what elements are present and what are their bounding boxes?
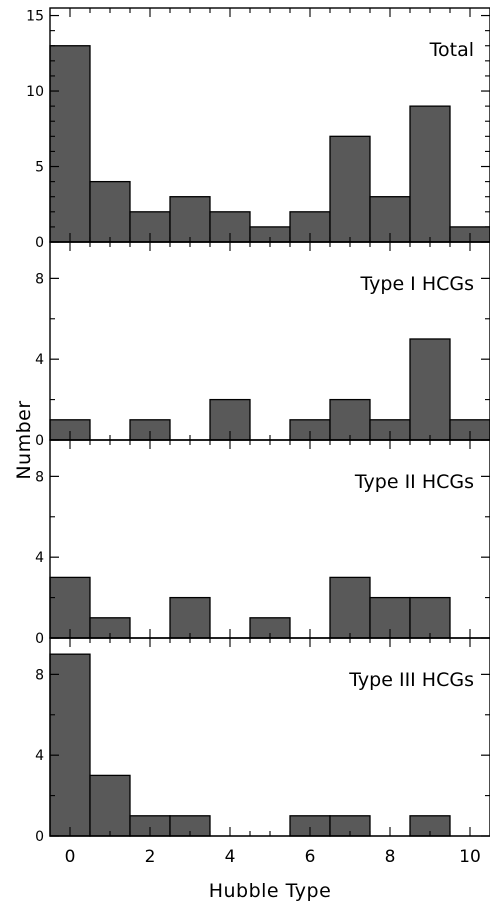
y-tick-label: 4 bbox=[35, 352, 44, 368]
histogram-bar bbox=[409, 105, 451, 243]
panel-label: Type I HCGs bbox=[360, 273, 475, 295]
y-tick-label: 8 bbox=[35, 271, 44, 287]
histogram-bar bbox=[49, 576, 91, 639]
histogram-bar bbox=[169, 196, 211, 243]
histogram-bar bbox=[89, 180, 131, 243]
panel-1: 0 4 8 Type I HCGs bbox=[35, 241, 490, 449]
panel-label: Total bbox=[429, 39, 474, 61]
histogram-bar bbox=[89, 774, 131, 837]
y-tick-label: 15 bbox=[26, 9, 44, 25]
x-tick-label: 6 bbox=[305, 847, 316, 867]
histogram-bar bbox=[169, 596, 211, 639]
histogram-bar bbox=[49, 653, 91, 837]
y-tick-label: 4 bbox=[35, 550, 44, 566]
y-tick-label: 0 bbox=[35, 433, 44, 449]
x-tick-label: 0 bbox=[65, 847, 76, 867]
histogram-bar bbox=[409, 596, 451, 639]
histogram-bar bbox=[409, 338, 451, 441]
panel-label: Type III HCGs bbox=[348, 669, 474, 691]
histogram-bar bbox=[329, 576, 371, 639]
y-tick-label: 8 bbox=[35, 469, 44, 485]
histogram-bar bbox=[329, 398, 371, 441]
x-tick-label: 10 bbox=[459, 847, 481, 867]
y-tick-label: 4 bbox=[35, 748, 44, 764]
panel-2: 0 4 8 Type II HCGs bbox=[35, 439, 490, 647]
x-tick-label: 2 bbox=[145, 847, 156, 867]
y-tick-label: 0 bbox=[35, 829, 44, 845]
y-tick-label: 0 bbox=[35, 235, 44, 251]
panel-0: 0 5 10 15 Total bbox=[26, 7, 490, 251]
x-tick-label: 8 bbox=[385, 847, 396, 867]
y-tick-label: 5 bbox=[35, 160, 44, 176]
y-axis-label: Number bbox=[13, 400, 35, 479]
y-tick-label: 8 bbox=[35, 667, 44, 683]
y-tick-label: 10 bbox=[26, 84, 44, 100]
y-tick-label: 0 bbox=[35, 631, 44, 647]
histogram-bar bbox=[49, 45, 91, 243]
x-axis-label: Hubble Type bbox=[209, 880, 332, 902]
panel-label: Type II HCGs bbox=[354, 471, 474, 493]
histogram-bar bbox=[329, 135, 371, 243]
x-tick-label: 4 bbox=[225, 847, 236, 867]
panel-3: 0 4 8 Type III HCGs bbox=[35, 637, 490, 845]
